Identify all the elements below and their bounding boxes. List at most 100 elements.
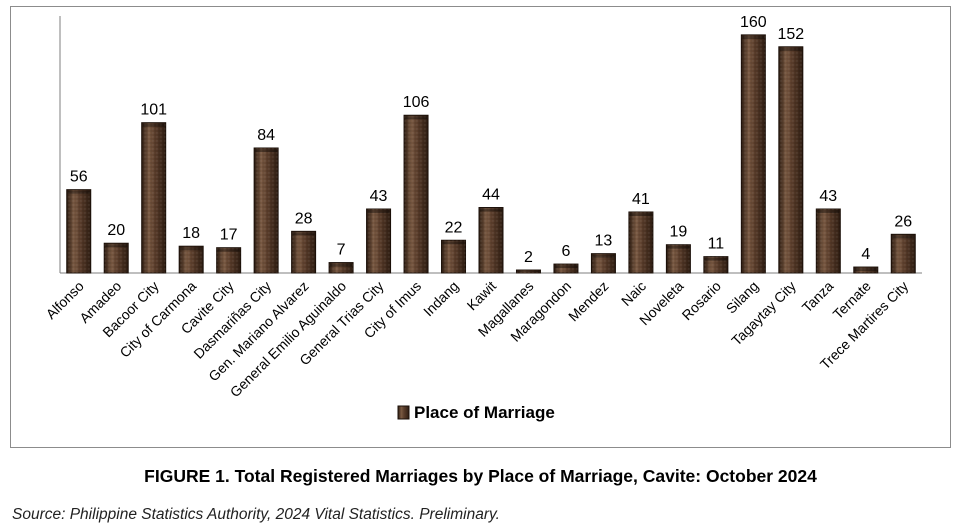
legend: Place of Marriage <box>397 403 555 422</box>
bar-group-naic <box>628 211 654 274</box>
bar-group-bacoor-city <box>141 122 167 274</box>
data-label-naic: 41 <box>632 191 650 208</box>
bar-texture-noveleta <box>666 244 691 273</box>
bar-bevel-amadeo <box>105 244 128 248</box>
data-label-gen-mariano-alvarez: 28 <box>295 210 313 227</box>
tick-label-naic: Naic <box>618 278 649 309</box>
bar-bevel-magallanes <box>517 271 540 272</box>
bar-texture-general-emilio-aguinaldo <box>329 262 354 273</box>
bar-group-city-of-carmona <box>178 245 204 274</box>
bar-texture-naic <box>628 211 653 273</box>
bar-texture-cavite-city <box>216 247 241 273</box>
bar-texture-amadeo <box>104 243 129 273</box>
bar-group-dasmari-as-city <box>253 147 279 274</box>
bar-group-silang <box>740 34 766 274</box>
bar-bevel-tagaytay-city <box>779 47 802 51</box>
data-label-noveleta: 19 <box>669 224 687 241</box>
data-label-kawit: 44 <box>482 187 500 204</box>
bar-bevel-mendez <box>592 254 615 258</box>
bar-group-noveleta <box>665 244 691 274</box>
bar-texture-silang <box>741 34 766 273</box>
bar-bevel-cavite-city <box>217 248 240 252</box>
bar-texture-kawit <box>479 207 503 273</box>
bar-group-tagaytay-city <box>778 46 804 274</box>
bar-group-ternate <box>853 266 879 274</box>
bar-texture-city-of-carmona <box>179 246 204 273</box>
data-label-dasmari-as-city: 84 <box>257 127 275 144</box>
data-label-cavite-city: 17 <box>220 227 238 244</box>
bar-texture-magallanes <box>516 270 541 273</box>
data-label-amadeo: 20 <box>107 222 125 239</box>
legend-swatch <box>397 405 410 420</box>
tick-label-indang: Indang <box>420 278 462 320</box>
bar-texture-general-trias-city <box>366 209 391 273</box>
data-label-city-of-carmona: 18 <box>182 225 200 242</box>
bar-texture-city-of-imus <box>404 115 429 273</box>
bar-bevel-maragondon <box>554 265 577 269</box>
bar-texture-rosario <box>703 256 728 273</box>
bar-group-indang <box>441 239 467 274</box>
bar-bevel-gen-mariano-alvarez <box>292 232 315 236</box>
bar-bevel-trece-martires-city <box>892 235 915 239</box>
bar-bevel-naic <box>629 212 652 216</box>
data-label-city-of-imus: 106 <box>403 94 430 111</box>
bar-bevel-city-of-carmona <box>180 247 203 251</box>
bar-bevel-tanza <box>817 210 840 214</box>
data-label-general-trias-city: 43 <box>370 188 388 205</box>
bar-texture-gen-mariano-alvarez <box>291 231 316 273</box>
data-label-magallanes: 2 <box>524 249 533 266</box>
bar-texture-tanza <box>816 209 841 273</box>
bar-group-rosario <box>703 256 729 274</box>
bar-group-maragondon <box>553 263 579 274</box>
bar-group-mendez <box>590 253 616 274</box>
data-label-tagaytay-city: 152 <box>777 26 804 43</box>
bar-bevel-city-of-imus <box>405 116 428 120</box>
data-label-mendez: 13 <box>595 233 613 250</box>
data-label-silang: 160 <box>740 14 767 31</box>
bar-group-trece-martires-city <box>890 233 916 274</box>
bar-texture-mendez <box>591 253 616 273</box>
tick-label-mendez: Mendez <box>565 278 612 325</box>
bar-bevel-general-trias-city <box>367 210 390 214</box>
data-label-general-emilio-aguinaldo: 7 <box>337 242 346 259</box>
bar-texture-tagaytay-city <box>778 46 803 273</box>
source-note: Source: Philippine Statistics Authority,… <box>12 506 500 523</box>
bar-group-general-emilio-aguinaldo <box>328 262 354 274</box>
bar-group-kawit <box>478 207 504 274</box>
bar-group-tanza <box>815 208 841 274</box>
bar-group-general-trias-city <box>366 208 392 274</box>
bar-bevel-kawit <box>480 208 502 212</box>
data-label-alfonso: 56 <box>70 169 88 186</box>
bar-group-amadeo <box>103 242 129 274</box>
bar-bevel-alfonso <box>67 190 90 194</box>
data-label-bacoor-city: 101 <box>140 102 167 119</box>
bar-texture-alfonso <box>66 189 91 273</box>
data-label-trece-martires-city: 26 <box>894 213 912 230</box>
bar-group-cavite-city <box>216 247 242 274</box>
bar-group-city-of-imus <box>403 114 429 274</box>
data-label-tanza: 43 <box>819 188 837 205</box>
bar-texture-trece-martires-city <box>891 234 916 273</box>
data-label-ternate: 4 <box>861 246 870 263</box>
data-label-maragondon: 6 <box>562 243 571 260</box>
bar-texture-indang <box>441 240 466 273</box>
figure-title: FIGURE 1. Total Registered Marriages by … <box>144 466 817 486</box>
bar-group-magallanes <box>515 269 541 274</box>
legend-label: Place of Marriage <box>414 403 555 422</box>
bar-bevel-noveleta <box>667 245 690 249</box>
bar-group-gen-mariano-alvarez <box>291 230 317 274</box>
bar-bevel-bacoor-city <box>142 123 165 127</box>
bar-bevel-general-emilio-aguinaldo <box>330 263 353 267</box>
bar-texture-maragondon <box>553 264 578 273</box>
data-label-indang: 22 <box>445 219 463 236</box>
data-label-rosario: 11 <box>708 236 725 253</box>
bar-bevel-ternate <box>854 268 877 272</box>
bar-bevel-dasmari-as-city <box>255 148 278 152</box>
bar-texture-ternate <box>853 267 878 273</box>
bar-bevel-rosario <box>704 257 727 261</box>
bar-group-alfonso <box>66 189 92 274</box>
bar-bevel-silang <box>742 35 765 39</box>
bar-texture-bacoor-city <box>141 122 166 273</box>
